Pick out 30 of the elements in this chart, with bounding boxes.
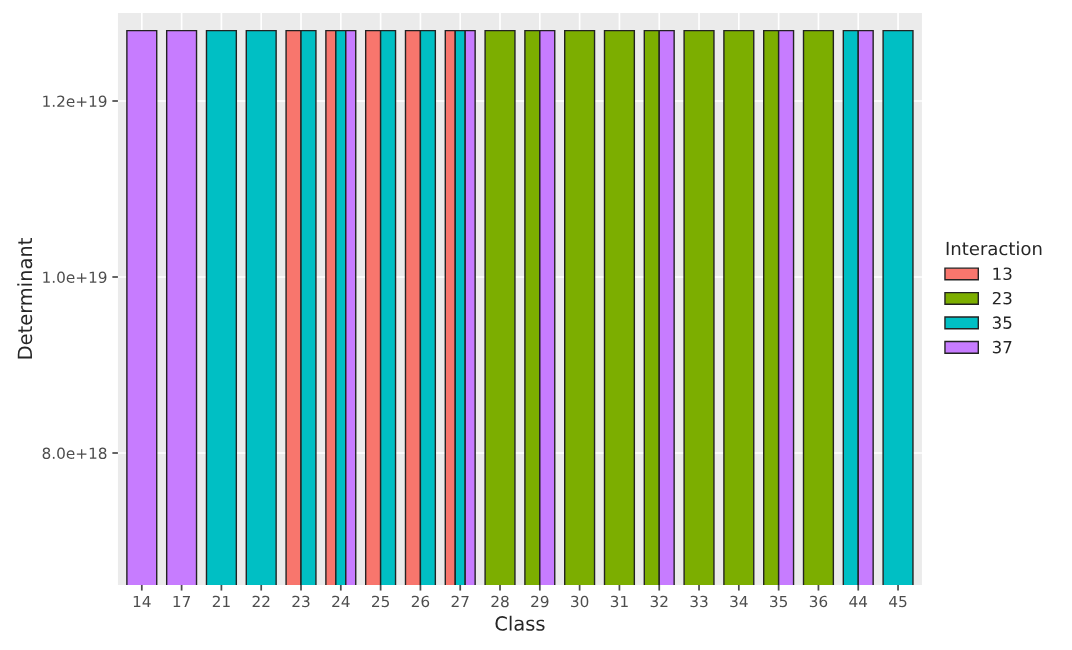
x-tick-label: 45 [889,595,907,608]
x-tick-label: 24 [332,595,350,608]
x-tick-label: 25 [372,595,389,608]
x-tick-label: 14 [133,595,151,608]
x-tick-label: 36 [809,595,828,608]
y-tick-label: 8.0e+18 [42,447,107,460]
y-axis-title: Determinant [17,238,33,359]
legend-label: 23 [992,291,1012,305]
x-tick-label: 22 [252,595,270,608]
x-tick-label: 29 [531,595,549,608]
y-tick-label: 1.2e+19 [43,95,107,108]
x-tick-label: 21 [212,595,230,608]
legend-title: Interaction [946,241,1042,256]
x-tick-label: 27 [451,595,469,608]
x-tick-label: 34 [730,595,748,608]
x-tick-label: 33 [690,595,708,608]
x-tick-label: 23 [292,595,310,608]
x-tick-label: 17 [173,595,191,608]
legend-label: 37 [992,340,1012,354]
x-tick-label: 26 [411,595,430,608]
x-tick-label: 30 [571,595,589,608]
x-tick-label: 28 [491,595,509,608]
x-tick-label: 35 [770,595,788,608]
x-tick-label: 32 [650,595,668,608]
y-tick-label: 1.0e+19 [43,271,107,284]
x-tick-label: 31 [610,595,628,608]
legend-label: 13 [993,267,1012,281]
x-tick-label: 44 [849,595,868,608]
x-axis-title: Class [495,615,545,631]
legend-label: 35 [992,316,1012,329]
